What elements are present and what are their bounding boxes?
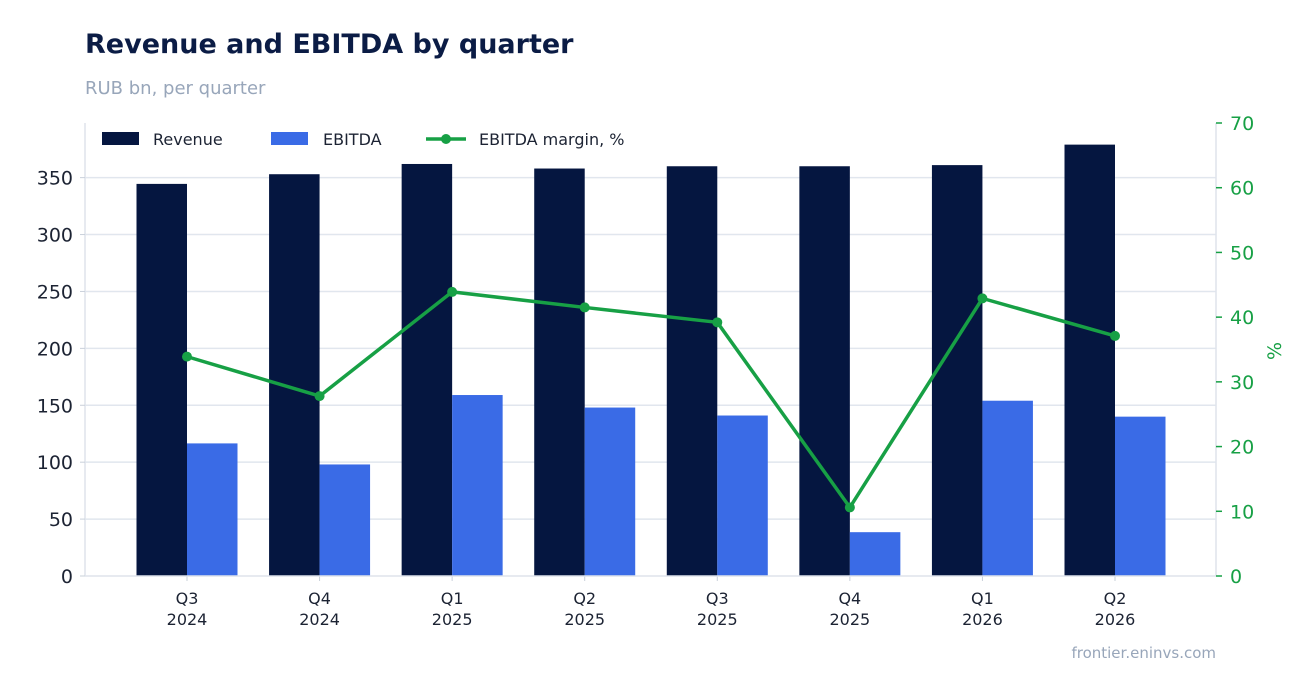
ebitda-bar: [717, 415, 768, 576]
revenue-bar: [136, 183, 187, 576]
x-tick-label: Q1: [441, 589, 464, 608]
ebitda-margin-point: [712, 317, 723, 328]
ebitda-bar: [187, 443, 238, 576]
x-tick-label: Q2: [573, 589, 596, 608]
revenue-bar: [931, 165, 983, 576]
x-tick-label: 2025: [564, 610, 605, 629]
ebitda-margin-point: [844, 502, 855, 513]
y-right-axis-label: %: [1264, 342, 1286, 360]
revenue-bar: [799, 166, 850, 576]
ebitda-bar: [982, 400, 1033, 576]
x-tick-label: 2024: [299, 610, 340, 629]
ebitda-bar: [452, 395, 503, 576]
x-tick-label: 2025: [697, 610, 738, 629]
x-tick-label: Q3: [706, 589, 729, 608]
ebitda-margin-point: [447, 286, 458, 297]
y-right-tick-label: 10: [1230, 501, 1254, 523]
x-tick-label: Q1: [971, 589, 994, 608]
legend: Revenue EBITDA EBITDA margin, %: [102, 130, 624, 149]
legend-label-revenue: Revenue: [153, 130, 223, 149]
y-left-tick-label: 0: [61, 566, 73, 588]
ebitda-bar: [584, 407, 636, 576]
x-tick-label: Q4: [308, 589, 331, 608]
x-tick-label: Q4: [838, 589, 861, 608]
ebitda-margin-point: [977, 293, 988, 304]
revenue-bar: [666, 166, 718, 576]
y-left-tick-label: 350: [37, 168, 73, 190]
y-left-tick-label: 100: [37, 452, 73, 474]
x-tick-label: Q3: [176, 589, 199, 608]
revenue-bar: [534, 168, 585, 576]
x-tick-label: 2025: [829, 610, 870, 629]
legend-swatch-ebitda: [271, 132, 308, 145]
source-credit: frontier.eninvs.com: [1071, 644, 1216, 662]
chart-subtitle: RUB bn, per quarter: [85, 78, 266, 99]
y-right-tick-label: 70: [1230, 113, 1254, 135]
x-tick-label: 2026: [962, 610, 1003, 629]
bars: [136, 144, 1166, 577]
revenue-bar: [269, 174, 320, 576]
ebitda-margin-point: [182, 351, 192, 362]
revenue-bar: [1064, 144, 1115, 577]
y-left-tick-label: 250: [37, 281, 73, 303]
y-right-tick-label: 40: [1230, 307, 1254, 329]
legend-label-margin: EBITDA margin, %: [479, 130, 624, 149]
x-tick-label: Q2: [1104, 589, 1127, 608]
y-right-tick-label: 30: [1230, 372, 1254, 394]
chart-title: Revenue and EBITDA by quarter: [85, 29, 574, 60]
x-tick-label: 2026: [1095, 610, 1136, 629]
ebitda-margin-point: [314, 391, 325, 402]
y-right-tick-label: 50: [1230, 242, 1254, 264]
legend-swatch-revenue: [102, 132, 139, 145]
y-right-tick-label: 60: [1230, 178, 1254, 200]
ebitda-bar: [319, 464, 371, 576]
y-left-tick-label: 150: [37, 395, 73, 417]
grid: [85, 176, 1216, 520]
ebitda-bar: [1115, 416, 1166, 576]
legend-swatch-margin-point: [441, 134, 451, 144]
y-left-tick-label: 300: [37, 225, 73, 247]
y-left-tick-label: 200: [37, 338, 73, 360]
ebitda-margin-point: [579, 302, 590, 313]
x-tick-label: 2024: [167, 610, 208, 629]
y-right-tick-label: 0: [1230, 566, 1242, 588]
x-tick-label: 2025: [432, 610, 473, 629]
y-left-tick-label: 50: [49, 509, 73, 531]
axes: Q3 2024 Q4 2024 Q1 2025 Q2 2025 Q3 2025 Q4 2025 Q1 20…: [37, 113, 1286, 629]
revenue-bar: [401, 163, 453, 577]
margin-line-group: [182, 286, 1120, 513]
y-right-tick-label: 20: [1230, 437, 1254, 459]
legend-label-ebitda: EBITDA: [323, 130, 382, 149]
ebitda-margin-point: [1110, 330, 1120, 341]
ebitda-margin-line: [185, 290, 1117, 510]
ebitda-bar: [849, 532, 901, 576]
